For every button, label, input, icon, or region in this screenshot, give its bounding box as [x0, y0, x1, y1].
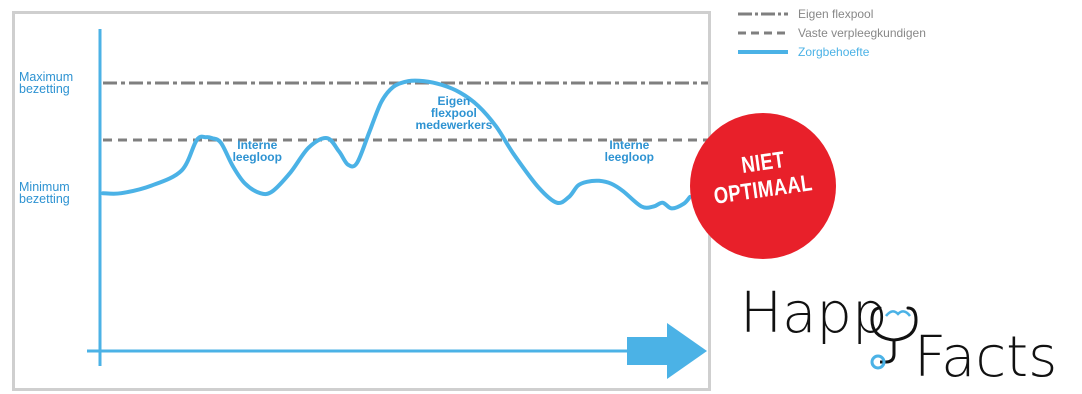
y-label-line: Maximum — [19, 70, 74, 84]
chart-annotation: Interne leegloop — [207, 139, 307, 163]
chart-frame: Maximum bezetting Minimum bezetting Interne l… — [12, 11, 711, 391]
annotation-line: Interne — [609, 138, 650, 153]
annotation-line: leegloop — [604, 150, 655, 165]
series-line-zorgbehoefte — [101, 78, 692, 211]
annotation-line: leegloop — [232, 150, 282, 165]
y-label-maximum-bezetting: Maximum bezetting — [19, 70, 99, 96]
annotation-line: medewerkers — [415, 118, 493, 133]
y-label-minimum-bezetting: Minimum bezetting — [19, 180, 99, 207]
chart-annotation: Interne leegloop — [579, 139, 679, 163]
line-chart — [87, 29, 708, 379]
y-label-line: bezetting — [19, 82, 70, 96]
y-label-line: bezetting — [19, 192, 70, 207]
niet-optimaal-badge: NIET OPTIMAAL — [690, 113, 836, 259]
stethoscope-icon — [870, 306, 918, 370]
legend-label: Eigen flexpool — [798, 7, 874, 21]
y-label-line: Minimum — [19, 180, 70, 195]
annotation-line: Eigen — [437, 94, 471, 109]
logo-word-facts: Facts — [914, 325, 1058, 390]
chart-annotation: Eigen flexpool medewerkers — [404, 95, 504, 131]
legend-swatch-dashed — [738, 31, 788, 35]
x-axis-arrow-shaft — [627, 337, 671, 365]
logo-word-happ: Happ — [740, 281, 888, 346]
legend-label: Vaste verpleegkundigen — [798, 26, 926, 40]
legend-swatch-dash-dot — [738, 12, 788, 16]
x-axis-arrow-head — [667, 323, 707, 379]
legend-swatch-solid — [738, 50, 788, 54]
annotation-line: flexpool — [430, 106, 477, 121]
annotation-line: Interne — [237, 138, 278, 153]
happyfacts-logo: Happ Facts — [740, 286, 1076, 390]
legend-label: Zorgbehoefte — [798, 45, 870, 59]
